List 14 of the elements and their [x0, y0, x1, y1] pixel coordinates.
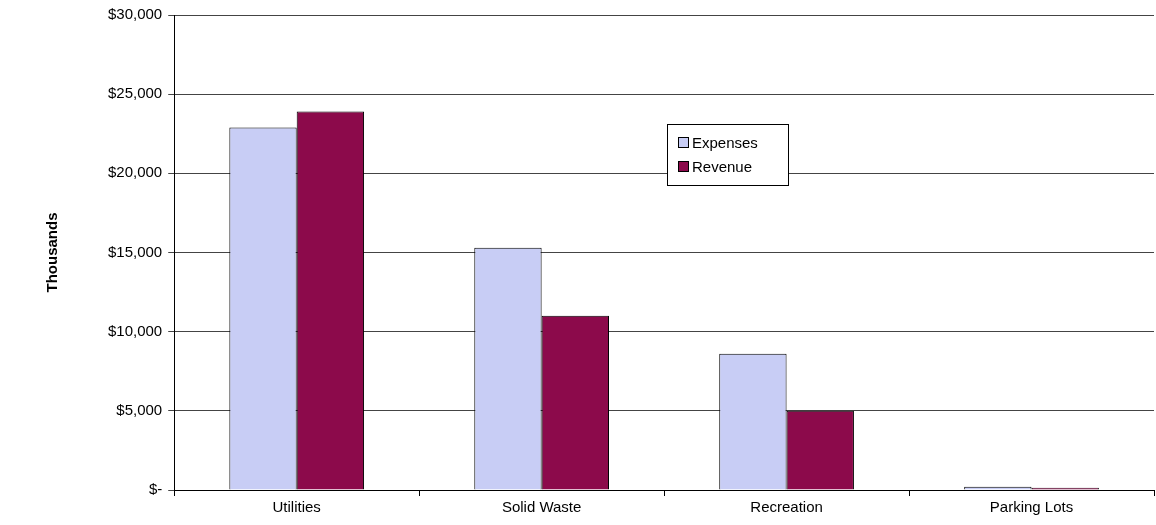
x-tick-label: Parking Lots — [989, 498, 1074, 516]
x-tick-label: Recreation — [750, 498, 823, 516]
y-axis-title: Thousands — [43, 212, 61, 293]
x-tick-label: Utilities — [272, 498, 321, 516]
y-tick-label: $- — [148, 480, 163, 498]
y-tick-label: $5,000 — [116, 400, 163, 418]
legend-label: Expenses — [691, 133, 758, 153]
y-tick-label: $10,000 — [107, 321, 163, 339]
y-tick-label: $20,000 — [107, 163, 163, 181]
y-tick-label: $25,000 — [107, 84, 163, 102]
legend-label: Revenue — [691, 157, 754, 177]
y-tick-label: $15,000 — [107, 242, 163, 260]
x-tick-label: Solid Waste — [501, 498, 582, 516]
y-tick-label: $30,000 — [107, 5, 163, 23]
